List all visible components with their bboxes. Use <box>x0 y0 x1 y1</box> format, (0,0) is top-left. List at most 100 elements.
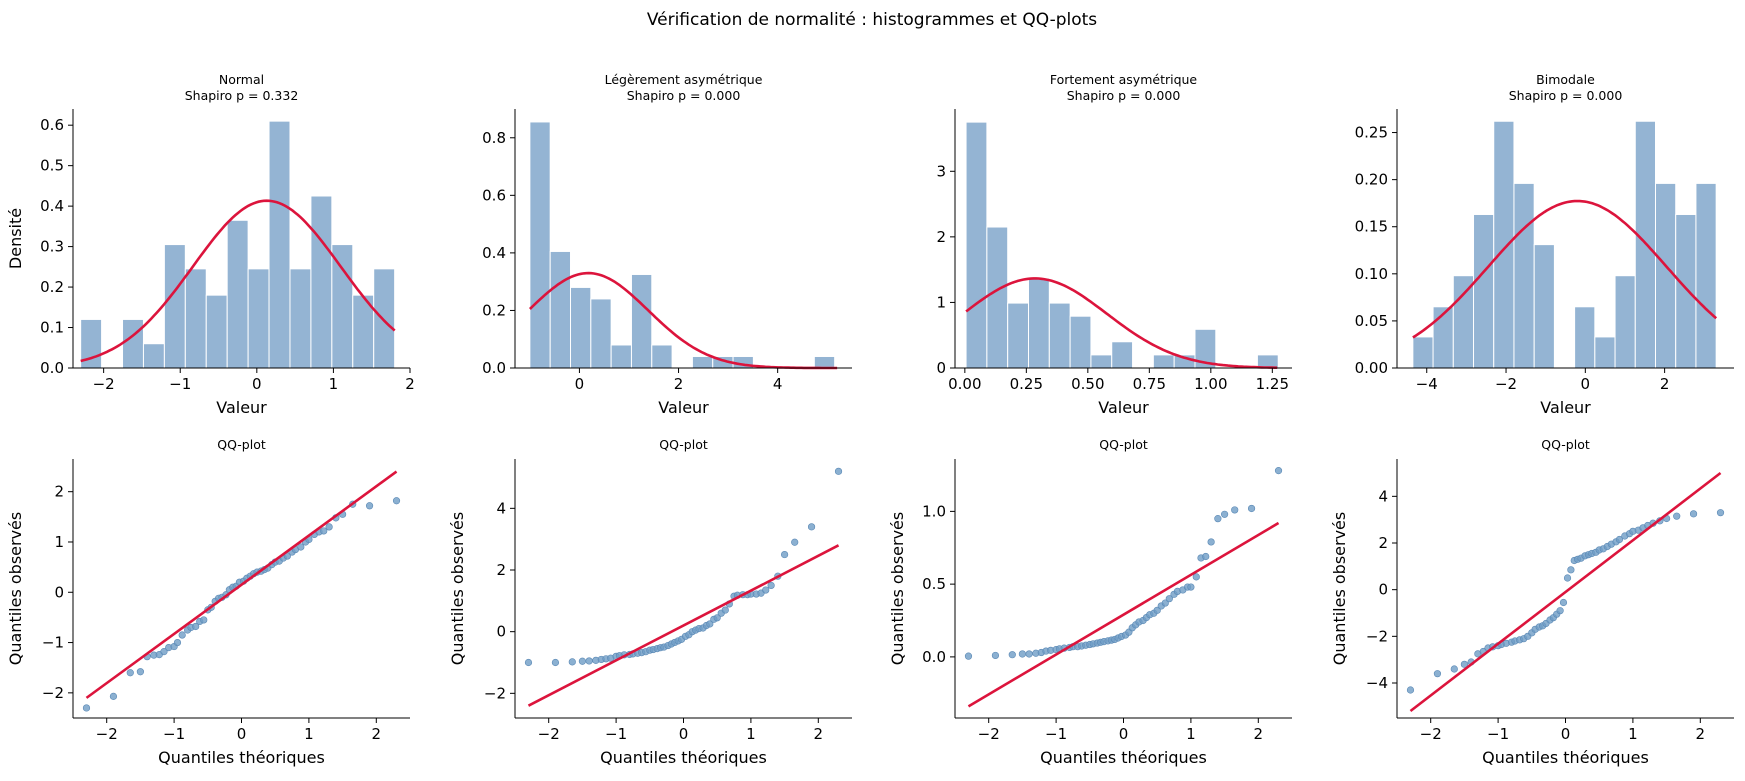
x-tick-label: 1 <box>746 725 756 743</box>
histogram-bar <box>1412 336 1434 369</box>
x-tick-label: −1 <box>163 725 185 743</box>
panel-title: QQ-plot <box>1541 437 1590 452</box>
y-tick-label: −2 <box>484 684 506 702</box>
panel-8-qqplot: QQ-plot −2 −1 0 1 2 −4 −2 0 2 4 Quantiles théorique… <box>1330 437 1734 767</box>
y-tick-label: 0.0 <box>922 648 946 666</box>
y-tick-label: 1.0 <box>922 502 946 520</box>
x-tick-label: −1 <box>1487 725 1509 743</box>
y-tick-label: 2 <box>936 228 946 246</box>
panel-title: Fortement asymétrique <box>1050 72 1198 87</box>
x-tick-label: 0.50 <box>1071 375 1104 393</box>
panel-title: Normal <box>219 72 264 87</box>
histogram-bar <box>965 121 988 369</box>
y-tick-label: 0.10 <box>1355 265 1388 283</box>
x-tick-label: −2 <box>1420 725 1442 743</box>
x-tick-label: 4 <box>773 375 783 393</box>
x-tick-label: 0.25 <box>1010 375 1043 393</box>
x-axis-label: Quantiles théoriques <box>1482 748 1649 767</box>
panel-subtitle: Shapiro p = 0.000 <box>1509 88 1623 103</box>
x-tick-label: −1 <box>605 725 627 743</box>
qq-point <box>1406 686 1415 694</box>
y-tick-label: −2 <box>1366 627 1388 645</box>
x-tick-label: −4 <box>1416 375 1438 393</box>
histogram-bar <box>1048 302 1071 369</box>
histogram-bar <box>289 268 312 369</box>
x-tick-label: 1 <box>304 725 314 743</box>
y-tick-label: 0.0 <box>482 359 506 377</box>
qq-point <box>1450 665 1458 673</box>
x-tick-label: −2 <box>93 375 115 393</box>
y-tick-label: 0.4 <box>482 244 506 262</box>
x-tick-label: 2 <box>1254 725 1264 743</box>
qq-point <box>160 648 168 656</box>
y-axis-label: Quantiles observés <box>448 512 467 665</box>
x-tick-label: −1 <box>169 375 191 393</box>
x-tick-label: 1 <box>1186 725 1196 743</box>
histogram-bar <box>1152 354 1175 369</box>
histogram-bar <box>1111 341 1134 369</box>
qq-point <box>1018 650 1027 658</box>
histogram-bar <box>590 298 612 369</box>
qq-point <box>1689 510 1698 518</box>
x-axis-label: Quantiles théoriques <box>600 748 767 767</box>
normal-density-curve <box>80 199 396 363</box>
histogram-bar <box>986 226 1009 369</box>
y-tick-label: −4 <box>1366 674 1388 692</box>
qq-point <box>1008 651 1016 659</box>
qq-point <box>136 668 144 676</box>
histogram-bar <box>1090 354 1113 369</box>
histogram-bar <box>1007 302 1030 369</box>
qq-point <box>1460 660 1468 668</box>
qq-point <box>964 652 973 660</box>
histogram-bar <box>310 195 333 369</box>
qq-point <box>192 622 200 631</box>
x-tick-label: −2 <box>1495 375 1517 393</box>
x-tick-label: 2 <box>674 375 684 393</box>
y-tick-label: 3 <box>936 162 946 180</box>
y-tick-label: 0.6 <box>482 186 506 204</box>
y-tick-label: −2 <box>42 684 64 702</box>
qq-point <box>82 704 91 712</box>
qq-point <box>551 658 560 667</box>
qq-point <box>991 651 1000 660</box>
x-axis-label: Valeur <box>216 398 267 417</box>
y-tick-label: 2 <box>54 483 64 501</box>
y-tick-label: 0.0 <box>40 359 64 377</box>
x-tick-label: 0.75 <box>1133 375 1166 393</box>
panel-subtitle: Shapiro p = 0.332 <box>185 88 299 103</box>
histogram-bar <box>1574 306 1596 369</box>
panel-title: QQ-plot <box>1099 437 1148 452</box>
y-tick-label: 0.5 <box>40 157 64 175</box>
qq-point <box>109 692 118 700</box>
normal-density-curve <box>965 277 1278 370</box>
qq-point <box>365 502 374 510</box>
histogram-bar <box>1028 277 1050 369</box>
x-axis-label: Valeur <box>658 398 709 417</box>
y-tick-label: 0.5 <box>922 575 946 593</box>
histogram-bar <box>331 244 354 369</box>
qq-point <box>1563 574 1572 582</box>
histogram-bar <box>1493 120 1515 369</box>
y-tick-label: 0.4 <box>40 197 64 215</box>
qq-point <box>1165 595 1173 603</box>
x-tick-label: 0 <box>575 375 585 393</box>
qq-point <box>320 527 328 535</box>
panel-subtitle: Shapiro p = 0.000 <box>627 88 741 103</box>
histogram-bar <box>163 244 186 369</box>
histogram-bar <box>610 344 632 369</box>
histogram-bar <box>630 273 653 369</box>
y-tick-label: 0.1 <box>40 319 64 337</box>
qq-point <box>1161 599 1169 607</box>
y-axis-label: Quantiles observés <box>6 512 25 665</box>
y-tick-label: 0 <box>496 623 506 641</box>
histogram-bar <box>122 318 144 369</box>
panel-title: Bimodale <box>1536 72 1595 87</box>
qq-point <box>1556 607 1564 615</box>
y-tick-label: 1 <box>54 533 64 551</box>
x-axis-label: Valeur <box>1098 398 1149 417</box>
qq-point <box>200 616 208 624</box>
x-tick-label: 0 <box>1561 725 1571 743</box>
